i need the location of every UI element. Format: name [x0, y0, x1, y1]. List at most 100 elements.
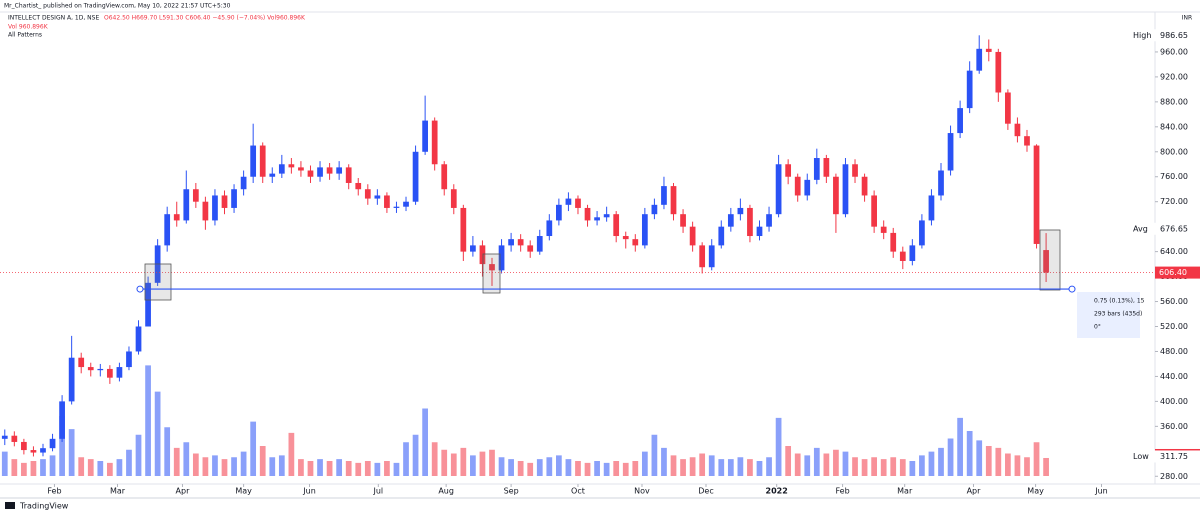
candle-body [737, 207, 744, 215]
volume-text: Vol 960.896K [8, 24, 49, 31]
volume-bar [909, 461, 916, 476]
x-tick-label: Mar [110, 487, 126, 496]
support-handle [1068, 285, 1076, 293]
candle-body [422, 120, 428, 152]
footer-brand: TradingView [19, 502, 69, 511]
candle-body [259, 145, 266, 177]
candle-body [21, 441, 27, 451]
candle-body [603, 214, 610, 218]
support-handle [136, 285, 144, 293]
volume-bar [498, 457, 505, 476]
volume-bar [575, 461, 581, 476]
candle-body [890, 232, 897, 252]
volume-bar [412, 434, 419, 476]
volume-bar [470, 455, 476, 476]
candle-body [899, 251, 906, 261]
candle-body [374, 195, 381, 199]
x-tick-label: Jun [1094, 487, 1108, 496]
candle-body [221, 195, 228, 208]
price-label-bg [1129, 450, 1200, 463]
candle-body [250, 145, 257, 177]
volume-bar [288, 432, 295, 476]
volume-bar [403, 442, 409, 476]
volume-bar [661, 447, 667, 476]
candle-body [976, 48, 983, 71]
volume-bar [202, 457, 209, 476]
volume-bar [766, 457, 772, 476]
volume-bar [890, 457, 897, 476]
volume-bar [345, 461, 352, 476]
candle-body [135, 326, 142, 352]
volume-bar [317, 459, 323, 476]
volume-bar [966, 431, 973, 476]
candle-body [59, 401, 65, 439]
candle-body [355, 182, 362, 190]
candle-body [30, 450, 37, 453]
volume-bar [727, 459, 734, 476]
candle-body [68, 357, 75, 402]
volume-bar [164, 427, 171, 476]
candle-body [536, 236, 543, 252]
volume-bar [594, 461, 600, 476]
currency: INR [1182, 15, 1192, 22]
candle-body [794, 176, 801, 196]
volume-bar [221, 459, 228, 476]
volume-bar [173, 447, 180, 476]
volume-bar [393, 462, 400, 476]
candle-body [11, 435, 18, 442]
candle-body [546, 220, 553, 237]
y-tick-label: 440.00 [1160, 372, 1188, 381]
volume-bar [842, 451, 849, 476]
volume-bar [364, 461, 371, 476]
candle-body [966, 70, 973, 109]
volume-bar [21, 462, 27, 476]
candle-body [804, 179, 811, 196]
volume-bar [737, 457, 744, 476]
candle-body [192, 189, 199, 202]
measure-angle: 0° [1094, 324, 1101, 331]
volume-bar [527, 462, 534, 476]
candle-body [97, 368, 104, 371]
candle-body [708, 245, 715, 268]
x-tick-label: Oct [571, 487, 585, 496]
x-tick-label: Sep [504, 487, 519, 496]
volume-bar [422, 408, 428, 476]
volume-bar [269, 457, 276, 476]
volume-bar [145, 365, 151, 476]
highlight-box [144, 263, 172, 301]
volume-bar [508, 459, 514, 476]
candle-body [460, 207, 467, 252]
volume-bar [689, 457, 696, 476]
volume-bar [641, 451, 648, 476]
candle-body [212, 195, 218, 221]
x-tick-label: Jul [372, 487, 383, 496]
candle-body [718, 226, 725, 246]
candle-body [49, 438, 56, 449]
volume-bar [632, 461, 639, 476]
volume-bar [479, 451, 486, 476]
volume-bar [78, 457, 85, 476]
x-tick-label: 2022 [766, 487, 788, 496]
volume-bar [441, 449, 448, 476]
volume-bar [995, 447, 1002, 476]
candle-body [126, 351, 132, 368]
x-tick-label: May [1027, 487, 1044, 496]
plot: 960.00 920.00 880.00 840.00 800.00 760.00 720.… [0, 29, 1200, 496]
price-label-value: 311.75 [1160, 452, 1188, 461]
candle-body [775, 164, 782, 215]
candle-body [813, 158, 820, 180]
y-tick-label: 720.00 [1160, 197, 1188, 206]
highlight-box [1039, 229, 1061, 291]
price-label-name: Avg [1133, 224, 1148, 233]
volume-bar [212, 455, 218, 476]
volume-bar [374, 462, 381, 476]
volume-bar [852, 457, 858, 476]
volume-bar [97, 461, 104, 476]
volume-bar [278, 455, 285, 476]
candle-body [364, 189, 371, 199]
price-label-name: High [1133, 31, 1151, 40]
candle-body [823, 158, 830, 177]
x-tick-label: Mar [897, 487, 913, 496]
